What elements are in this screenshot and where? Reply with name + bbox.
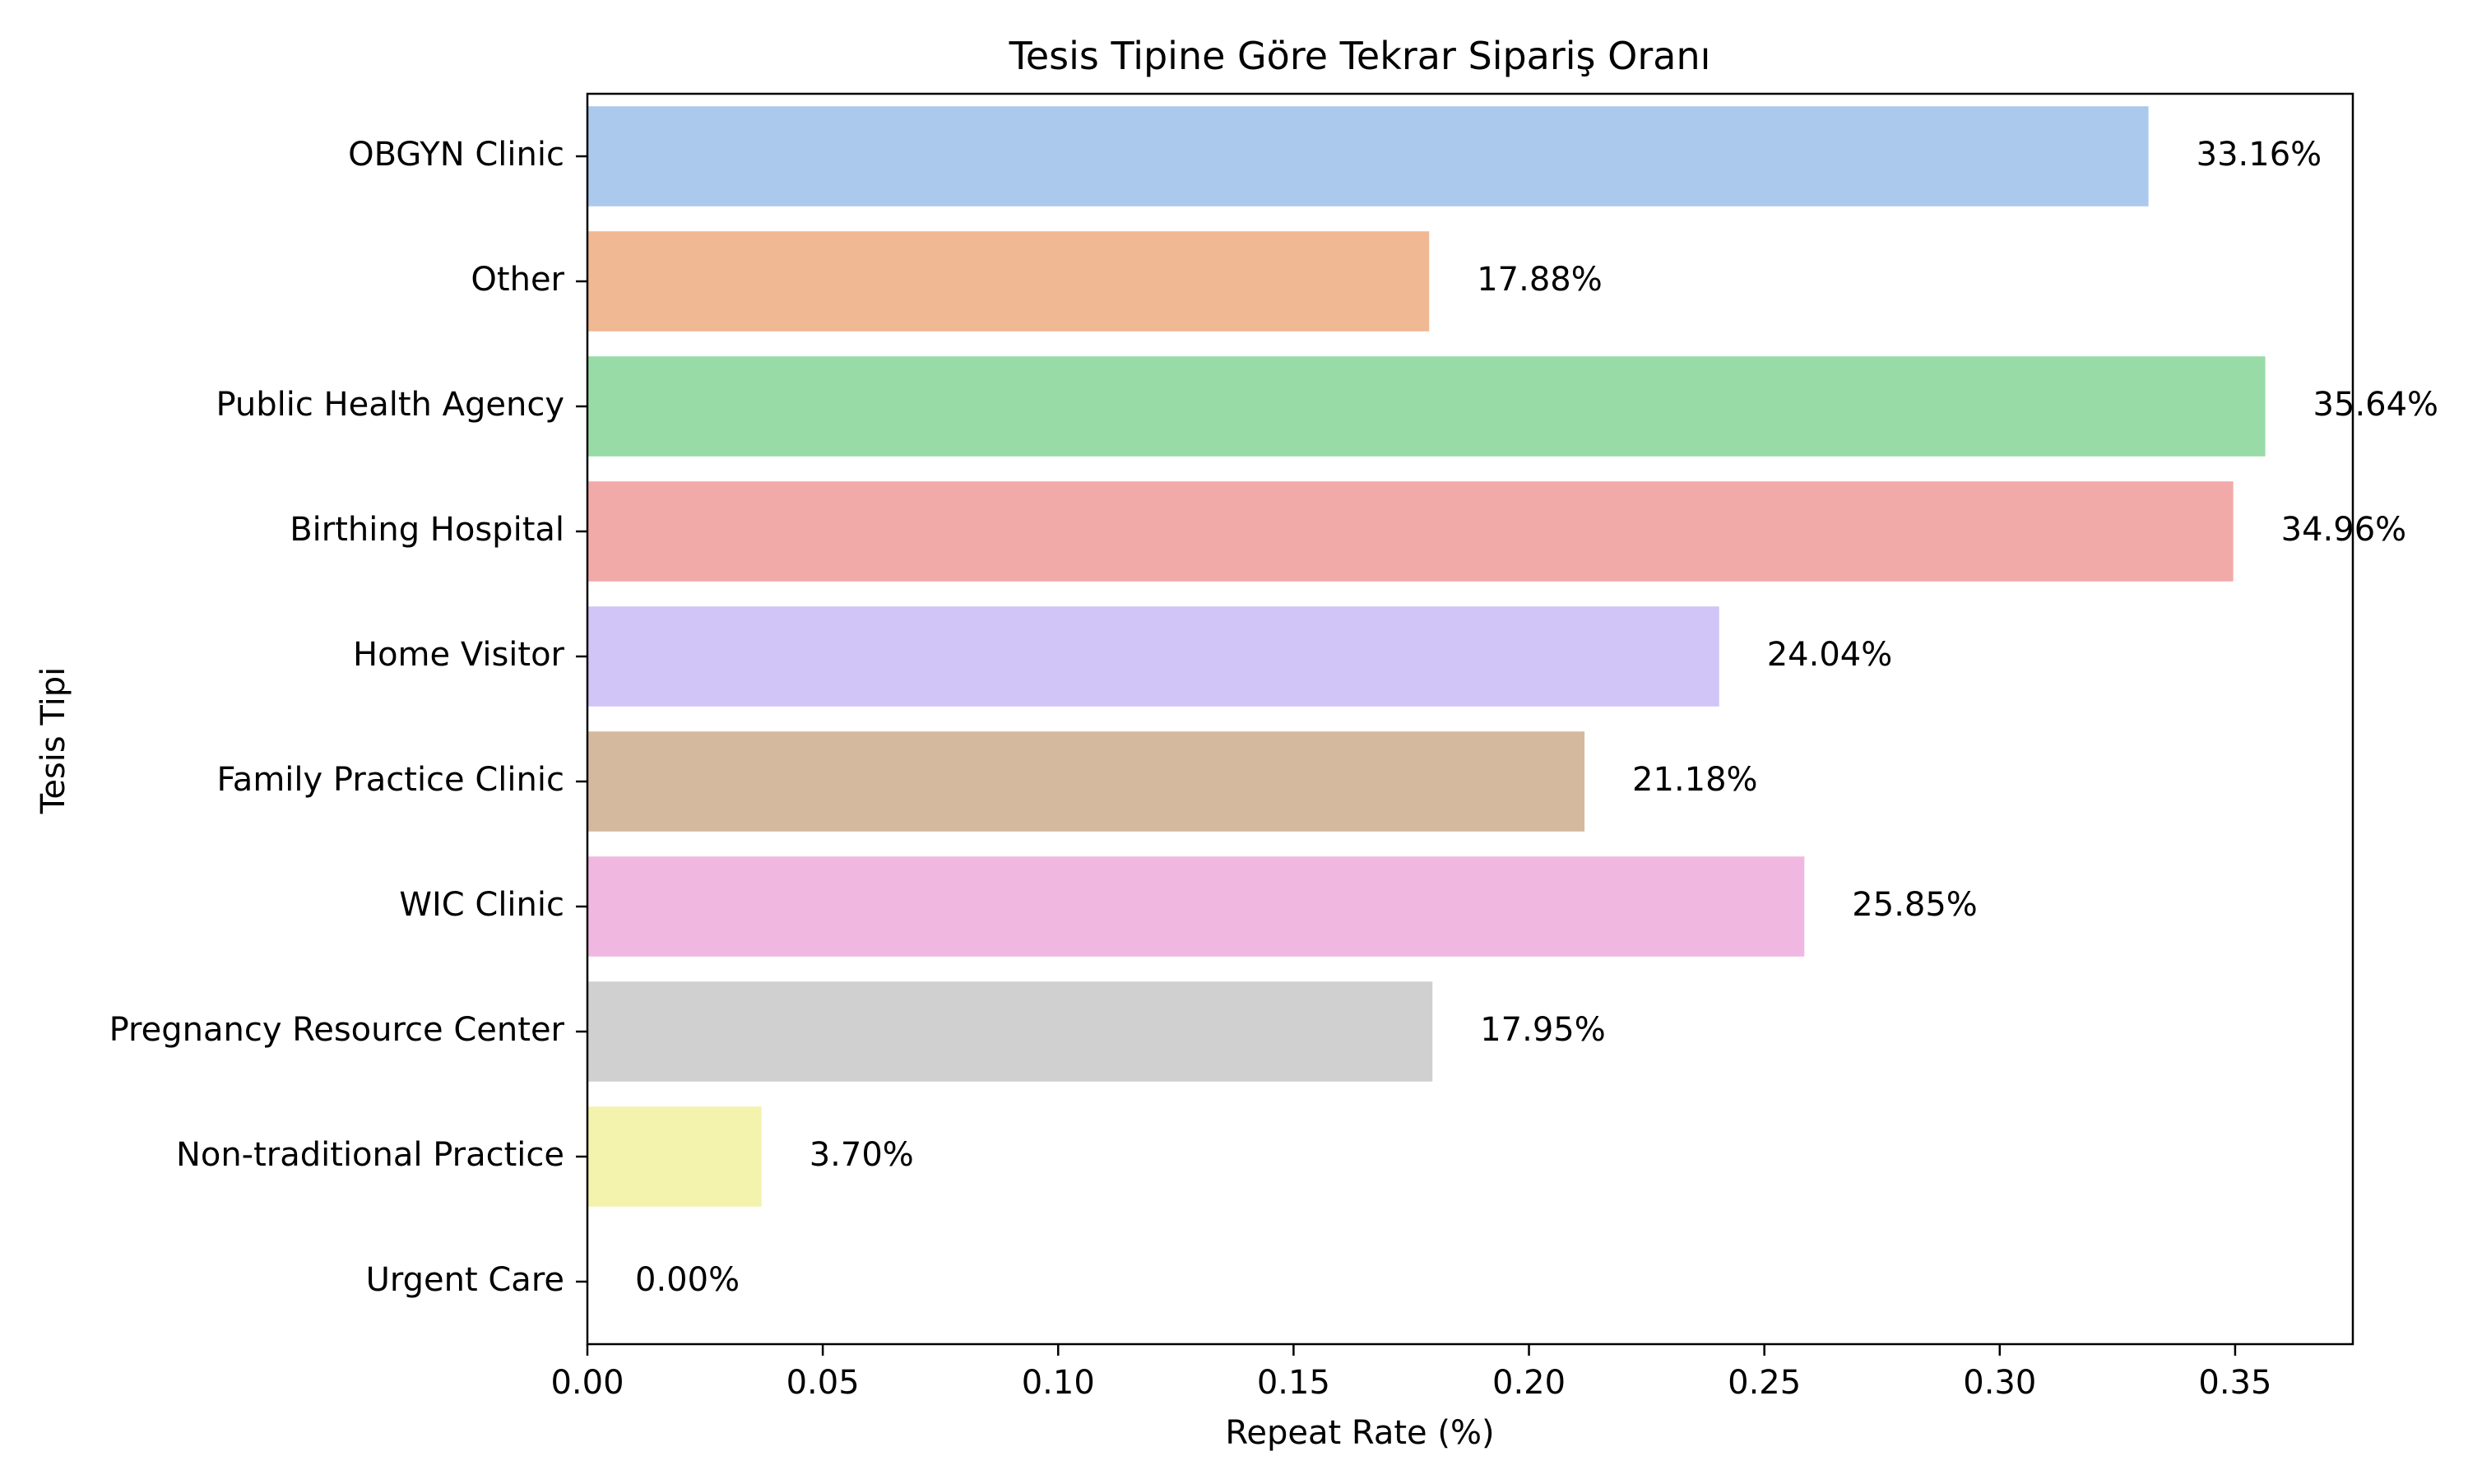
x-tick-label: 0.15 bbox=[1257, 1364, 1330, 1402]
plot-area-frame bbox=[586, 92, 2354, 1346]
data-labels-layer: 33.16% 17.88% 35.64% 34.96% 24.04% 21.18% 25.8… bbox=[635, 136, 2438, 1299]
y-tick-label: Birthing Hospital bbox=[290, 511, 564, 549]
x-tick-label: 0.30 bbox=[1963, 1364, 2036, 1402]
bar-public-health-agency bbox=[587, 356, 2266, 457]
x-tick-label: 0.10 bbox=[1022, 1364, 1095, 1402]
data-label: 25.85% bbox=[1852, 886, 1978, 924]
y-tick-label: Home Visitor bbox=[353, 636, 565, 674]
x-tick-label: 0.00 bbox=[550, 1364, 624, 1402]
y-tick-label: Family Practice Clinic bbox=[216, 761, 564, 799]
bar-obgyn-clinic bbox=[587, 106, 2149, 206]
y-tick-label: Pregnancy Resource Center bbox=[109, 1011, 565, 1049]
bar-non-traditional-practice bbox=[587, 1106, 762, 1207]
chart-title: Tesis Tipine Göre Tekrar Sipariş Oranı bbox=[1009, 34, 1711, 78]
x-tick-label: 0.20 bbox=[1492, 1364, 1566, 1402]
y-tick-label: WIC Clinic bbox=[399, 886, 564, 924]
x-tick-label: 0.05 bbox=[786, 1364, 860, 1402]
y-axis-label: Tesis Tipi bbox=[35, 667, 72, 815]
x-axis-label: Repeat Rate (%) bbox=[1225, 1414, 1494, 1452]
data-label: 35.64% bbox=[2313, 386, 2439, 424]
bar-wic-clinic bbox=[587, 856, 1805, 957]
data-label: 17.95% bbox=[1480, 1011, 1606, 1049]
data-label: 21.18% bbox=[1632, 761, 1758, 799]
y-tick-label: Non-traditional Practice bbox=[176, 1136, 564, 1174]
data-label: 3.70% bbox=[810, 1136, 914, 1174]
data-label: 24.04% bbox=[1767, 636, 1893, 674]
bar-home-visitor bbox=[587, 606, 1719, 707]
x-tick-label: 0.35 bbox=[2198, 1364, 2271, 1402]
y-tick-label: Public Health Agency bbox=[216, 386, 564, 424]
data-label: 0.00% bbox=[635, 1261, 740, 1299]
y-tick-label: OBGYN Clinic bbox=[348, 136, 564, 174]
bar-family-practice-clinic bbox=[587, 731, 1585, 832]
y-tick-label: Other bbox=[471, 261, 564, 299]
bar-other bbox=[587, 231, 1430, 332]
bar-birthing-hospital bbox=[587, 481, 2234, 582]
ticks-layer: OBGYN Clinic Other Public Health Agency Bir… bbox=[109, 136, 2272, 1402]
data-label: 33.16% bbox=[2197, 136, 2322, 174]
y-tick-label: Urgent Care bbox=[366, 1261, 564, 1299]
x-tick-label: 0.25 bbox=[1728, 1364, 1801, 1402]
data-label: 34.96% bbox=[2281, 511, 2407, 549]
data-label: 17.88% bbox=[1477, 261, 1603, 299]
bars-layer bbox=[587, 106, 2266, 1207]
bar-pregnancy-resource-center bbox=[587, 981, 1433, 1082]
